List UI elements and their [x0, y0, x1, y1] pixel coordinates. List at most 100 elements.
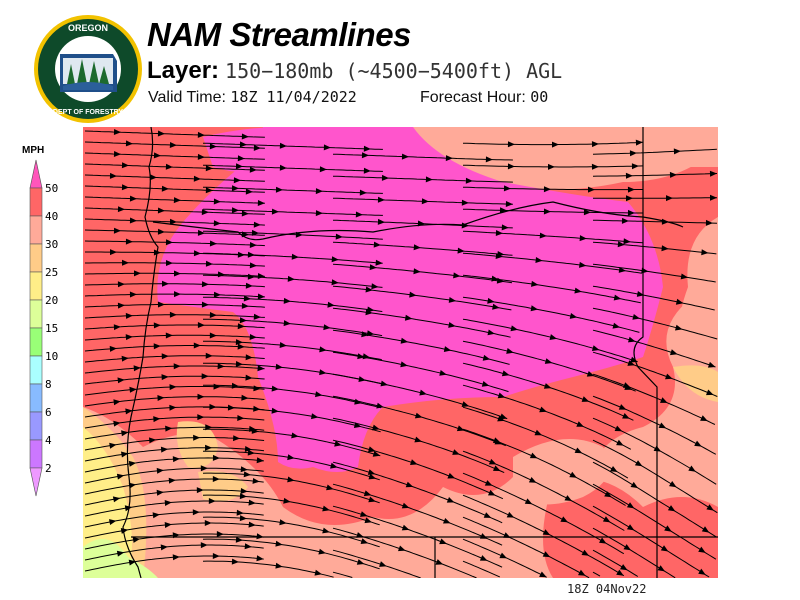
streamline-arrowhead	[161, 374, 169, 381]
streamline	[84, 500, 264, 517]
streamline-arrowhead	[172, 532, 180, 539]
streamline-arrowhead	[510, 325, 518, 332]
streamline-arrowhead	[448, 322, 456, 328]
streamline-arrowhead	[543, 186, 551, 193]
streamline-arrowhead	[591, 141, 599, 148]
streamline-arrowhead	[493, 437, 501, 443]
streamline-arrowhead	[196, 487, 204, 494]
streamline-arrowhead	[331, 279, 339, 286]
streamline-arrowhead	[153, 322, 161, 329]
streamline	[592, 483, 717, 560]
legend-label: 2	[45, 462, 52, 475]
valid-time-value: 18Z 11/04/2022	[230, 88, 357, 106]
streamline	[202, 516, 380, 548]
streamline-arrowhead	[409, 291, 417, 298]
streamline-arrowhead	[461, 401, 470, 407]
streamline-arrowhead	[162, 280, 169, 287]
streamline	[332, 461, 503, 524]
streamline	[84, 375, 265, 385]
forecast-hour: Forecast Hour: 00	[420, 88, 548, 107]
streamline-arrowhead	[213, 198, 221, 205]
streamline-arrowhead	[121, 430, 129, 437]
legend-swatch	[29, 383, 43, 413]
streamline-arrowhead	[401, 524, 410, 531]
streamline-arrowhead	[251, 428, 259, 434]
streamline-arrowhead	[495, 230, 503, 236]
streamline	[84, 303, 265, 308]
streamline-arrowhead	[524, 498, 533, 505]
streamline-arrowhead	[628, 336, 636, 343]
legend-label: 40	[45, 210, 58, 223]
streamline-arrowhead	[503, 185, 511, 192]
streamline-arrowhead	[657, 565, 665, 572]
streamline-arrowhead	[205, 187, 213, 194]
streamline	[593, 197, 718, 199]
streamline-arrowhead	[172, 456, 180, 463]
streamline-arrowhead	[283, 497, 291, 504]
fill-15-20	[83, 539, 158, 578]
streamline-arrowhead	[116, 473, 125, 480]
streamline-arrowhead	[113, 420, 121, 427]
streamline-arrowhead	[109, 345, 117, 352]
streamline-arrowhead	[542, 529, 551, 536]
streamline-arrowhead	[705, 219, 713, 226]
streamline-arrowhead	[213, 220, 221, 227]
streamline-arrowhead	[197, 153, 205, 160]
streamline-arrowhead	[543, 383, 552, 389]
streamline-arrowhead	[414, 436, 422, 443]
valid-time-label: Valid Time:	[148, 89, 226, 106]
streamline-arrowhead	[583, 209, 591, 216]
streamline-arrowhead	[482, 354, 491, 361]
streamline-arrowhead	[173, 363, 181, 370]
streamline-arrowhead	[208, 498, 216, 504]
streamline-arrowhead	[439, 370, 447, 376]
streamline-arrowhead	[153, 343, 161, 350]
streamline-arrowhead	[539, 406, 547, 413]
streamline-arrowhead	[165, 425, 173, 432]
streamline-arrowhead	[160, 544, 168, 551]
streamline-arrowhead	[201, 281, 209, 288]
streamline-arrowhead	[116, 550, 125, 557]
streamline-arrowhead	[710, 194, 717, 201]
streamline-arrowhead	[197, 414, 205, 421]
streamline	[332, 263, 513, 284]
streamline-arrowhead	[365, 286, 373, 293]
streamline	[85, 262, 265, 267]
streamline-arrowhead	[243, 471, 251, 478]
streamline-arrowhead	[487, 297, 495, 304]
streamline-arrowhead	[164, 500, 172, 506]
streamline-arrowhead	[152, 512, 160, 519]
streamline	[84, 544, 264, 561]
streamline-arrowhead	[368, 446, 376, 453]
streamline-arrowhead	[173, 197, 181, 204]
streamline-arrowhead	[578, 569, 586, 576]
streamline-arrowhead	[501, 370, 510, 377]
streamline-arrowhead	[237, 415, 245, 421]
streamline	[462, 428, 626, 506]
streamline-arrowhead	[452, 449, 460, 455]
streamline	[592, 505, 710, 578]
streamline-arrowhead	[161, 185, 169, 192]
streamline-arrowhead	[371, 283, 379, 290]
streamline-arrowhead	[365, 309, 373, 316]
legend-unit: MPH	[22, 145, 45, 156]
streamline-arrowhead	[630, 356, 638, 363]
streamline-arrowhead	[239, 141, 247, 148]
streamline-arrowhead	[631, 163, 639, 170]
streamline-arrowhead	[453, 272, 461, 279]
streamline-arrowhead	[621, 217, 629, 224]
streamline-arrowhead	[488, 458, 497, 465]
streamline-arrowhead	[122, 259, 129, 266]
streamline-arrowhead	[669, 481, 677, 488]
streamline-arrowhead	[375, 259, 383, 266]
streamline-arrowhead	[443, 518, 451, 524]
streamline-arrowhead	[205, 260, 213, 267]
streamline-arrowhead	[237, 343, 245, 350]
streamline-arrowhead	[239, 493, 247, 500]
streamline-arrowhead	[121, 451, 129, 458]
streamline-arrowhead	[109, 442, 117, 449]
political-borders	[122, 127, 718, 578]
streamline	[592, 148, 717, 155]
fill-50-plus	[157, 127, 663, 472]
streamline-arrowhead	[623, 544, 631, 551]
